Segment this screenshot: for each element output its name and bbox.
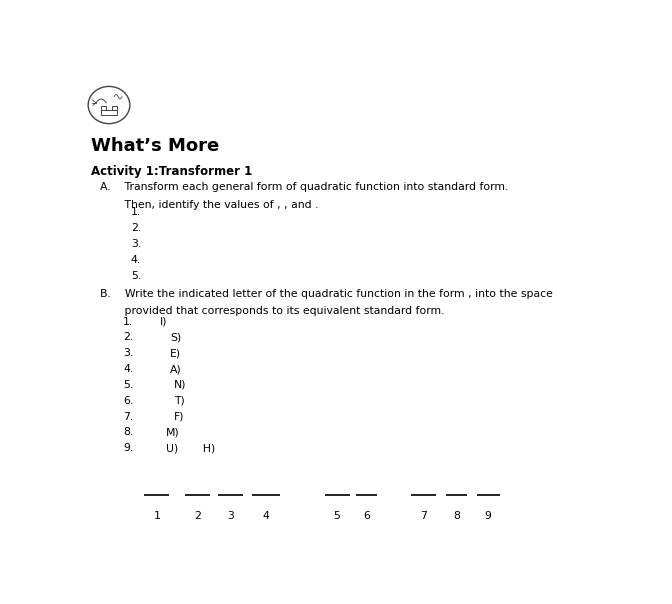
Text: 3.: 3. xyxy=(131,239,141,249)
Text: 5.: 5. xyxy=(123,380,133,390)
Text: 8.: 8. xyxy=(123,428,133,437)
Text: A.    Transform each general form of quadratic function into standard form.: A. Transform each general form of quadra… xyxy=(99,182,508,192)
Text: M): M) xyxy=(166,428,180,437)
Text: 1.: 1. xyxy=(123,316,133,327)
Text: S): S) xyxy=(170,332,181,342)
Text: 4.: 4. xyxy=(131,255,141,265)
Bar xyxy=(101,110,117,115)
Text: 5: 5 xyxy=(334,510,341,521)
Text: 8: 8 xyxy=(453,510,460,521)
Text: 2.: 2. xyxy=(123,332,133,342)
Text: 2.: 2. xyxy=(131,223,141,233)
Text: 1: 1 xyxy=(153,510,161,521)
Text: A): A) xyxy=(170,364,181,374)
Text: 7.: 7. xyxy=(123,411,133,422)
Text: 3.: 3. xyxy=(123,349,133,358)
Text: 1.: 1. xyxy=(131,207,141,217)
Text: What’s More: What’s More xyxy=(91,137,219,155)
Text: F): F) xyxy=(173,411,184,422)
Text: Then, identify the values of , , and .: Then, identify the values of , , and . xyxy=(99,200,318,210)
Text: 6.: 6. xyxy=(123,396,133,406)
Text: U)       H): U) H) xyxy=(166,443,216,453)
Text: I): I) xyxy=(159,316,167,327)
Text: T): T) xyxy=(173,396,184,406)
Text: 6: 6 xyxy=(364,510,370,521)
Text: provided that corresponds to its equivalent standard form.: provided that corresponds to its equival… xyxy=(99,306,444,316)
Text: 2: 2 xyxy=(194,510,201,521)
Text: N): N) xyxy=(173,380,186,390)
Text: Activity 1:Transformer 1: Activity 1:Transformer 1 xyxy=(91,165,252,179)
Text: 4: 4 xyxy=(263,510,269,521)
Text: 7: 7 xyxy=(420,510,427,521)
Text: B.    Write the indicated letter of the quadratic function in the form , into th: B. Write the indicated letter of the qua… xyxy=(99,289,552,299)
Text: 3: 3 xyxy=(227,510,235,521)
Text: 4.: 4. xyxy=(123,364,133,374)
Text: 9.: 9. xyxy=(123,443,133,453)
Bar xyxy=(101,106,106,110)
Text: 9: 9 xyxy=(485,510,492,521)
Text: E): E) xyxy=(170,349,181,358)
Text: 5.: 5. xyxy=(131,271,141,281)
Bar xyxy=(112,106,117,110)
